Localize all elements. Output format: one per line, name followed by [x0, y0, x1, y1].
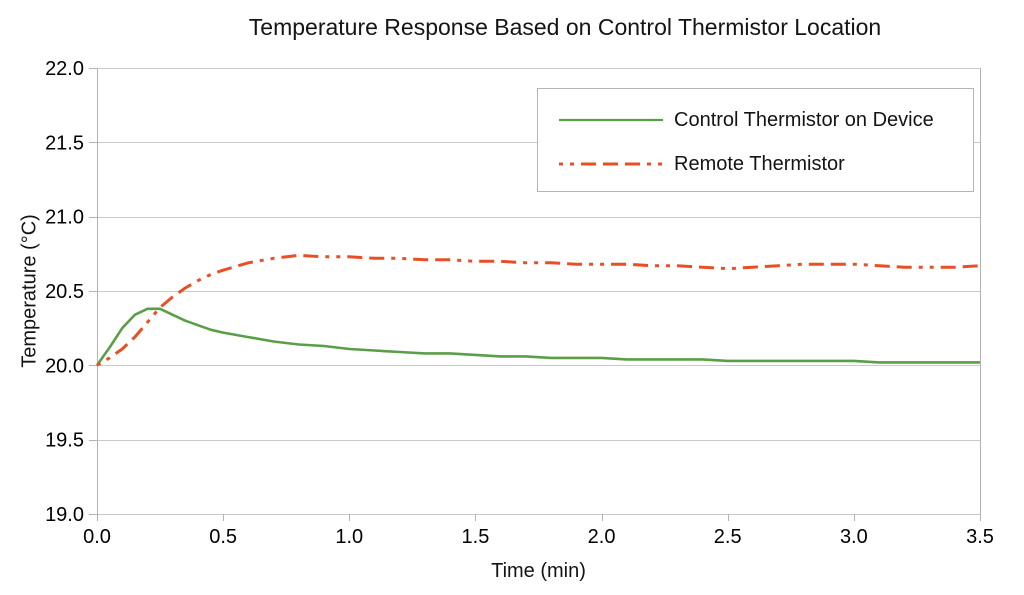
- series-line-control: [95, 307, 980, 367]
- chart-title: Temperature Response Based on Control Th…: [248, 14, 882, 40]
- legend: Control Thermistor on Device Remote Therm…: [537, 88, 974, 192]
- legend-line-icon: [559, 162, 663, 166]
- x-tick-label: 1.5: [462, 526, 490, 548]
- legend-item: Control Thermistor on Device: [559, 98, 973, 142]
- x-tick-label: 2.0: [588, 526, 616, 548]
- y-tick-label: 21.5: [45, 132, 84, 154]
- legend-item-label: Remote Thermistor: [674, 152, 845, 175]
- legend-line-icon: [559, 118, 663, 122]
- x-tick-label: 0.5: [209, 526, 237, 548]
- x-axis-title: Time (min): [491, 560, 586, 582]
- legend-item: Remote Thermistor: [559, 142, 973, 186]
- y-tick-label: 20.0: [45, 355, 84, 377]
- y-tick-label: 20.5: [45, 281, 84, 303]
- x-tick-label: 1.0: [335, 526, 363, 548]
- series-line-remote: [96, 253, 981, 367]
- y-tick-label: 21.0: [45, 207, 84, 229]
- x-tick-label: 3.0: [840, 526, 868, 548]
- x-tick-label: 2.5: [714, 526, 742, 548]
- x-tick-label: 3.5: [966, 526, 994, 548]
- x-tick-label: 0.0: [83, 526, 111, 548]
- y-tick-label: 19.0: [45, 504, 84, 526]
- y-tick-label: 19.5: [45, 430, 84, 452]
- legend-item-label: Control Thermistor on Device: [674, 108, 934, 131]
- y-tick-label: 22.0: [45, 58, 84, 80]
